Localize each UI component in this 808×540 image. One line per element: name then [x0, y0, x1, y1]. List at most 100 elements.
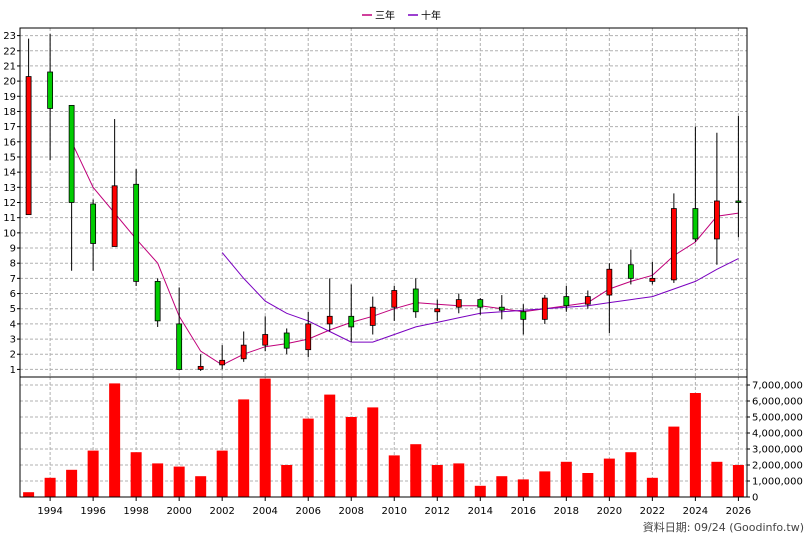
- volume-y-tick-label: 0: [752, 493, 758, 504]
- x-tick-label: 2012: [425, 506, 450, 517]
- volume-bar: [410, 444, 422, 497]
- price-y-tick-label: 18: [3, 107, 16, 118]
- volume-bar: [711, 461, 723, 497]
- candle-body: [240, 344, 247, 360]
- volume-bar: [367, 407, 379, 497]
- x-tick-label: 2014: [468, 506, 493, 517]
- candle-body: [541, 297, 548, 320]
- candle-body: [477, 299, 484, 308]
- price-y-tick-label: 19: [3, 92, 16, 103]
- candle-body: [47, 71, 54, 109]
- candle-body: [176, 323, 183, 370]
- candle: [111, 119, 118, 247]
- x-tick-label: 2016: [511, 506, 536, 517]
- candle: [305, 311, 312, 358]
- candle: [133, 169, 140, 286]
- volume-panel: 0 1,000,000 2,000,000 3,000,000 4,000,000 5,0…: [19, 376, 803, 504]
- price-y-tick-label: 23: [3, 31, 16, 42]
- volume-bar: [44, 477, 56, 497]
- price-y-tick-label: 22: [3, 46, 16, 57]
- candle-body: [520, 311, 527, 320]
- candlesticks: [25, 34, 742, 371]
- volume-bar: [453, 463, 465, 497]
- volume-bar: [560, 461, 572, 497]
- candle-body: [68, 104, 75, 203]
- volume-y-axis: 0 1,000,000 2,000,000 3,000,000 4,000,000 5,0…: [747, 381, 803, 504]
- candle-body: [197, 365, 204, 370]
- candle-body: [90, 203, 97, 244]
- candle-body: [627, 264, 634, 279]
- legend-label-ten-year: 十年: [421, 9, 441, 22]
- candle-body: [348, 315, 355, 328]
- x-tick-label: 2018: [554, 506, 579, 517]
- x-tick-label: 2026: [726, 506, 751, 517]
- volume-bar: [130, 452, 142, 497]
- candle-body: [111, 185, 118, 247]
- price-y-tick-label: 2: [10, 350, 16, 361]
- candle: [606, 263, 613, 333]
- price-y-tick-label: 15: [3, 152, 16, 163]
- legend-label-three-year: 三年: [375, 9, 395, 22]
- price-y-tick-label: 3: [10, 335, 16, 346]
- price-y-tick-label: 7: [10, 274, 16, 285]
- price-y-tick-label: 10: [3, 228, 16, 239]
- volume-bar: [302, 418, 314, 497]
- candle: [713, 132, 720, 265]
- candle: [434, 299, 441, 321]
- price-y-tick-label: 16: [3, 137, 16, 148]
- x-tick-label: 2024: [683, 506, 708, 517]
- candle: [262, 316, 269, 352]
- candle: [176, 287, 183, 370]
- candle: [541, 295, 548, 324]
- x-axis: 1994 1996 1998 2000 2002 2004 2006 2008 2010 2012…: [37, 497, 751, 517]
- volume-bar: [195, 476, 207, 497]
- candle: [283, 328, 290, 355]
- volume-bar: [238, 399, 250, 497]
- volume-bar: [689, 393, 701, 497]
- volume-bar: [668, 426, 680, 497]
- candle: [326, 278, 333, 332]
- volume-bar: [281, 465, 293, 497]
- candle: [692, 126, 699, 242]
- candle: [584, 290, 591, 309]
- price-gridlines: [20, 28, 747, 377]
- x-tick-label: 2006: [295, 506, 320, 517]
- candle: [25, 38, 32, 216]
- price-y-tick-label: 5: [10, 304, 16, 315]
- legend: 三年 十年: [362, 9, 441, 22]
- volume-bar: [431, 465, 443, 497]
- three-year-line: [71, 141, 739, 366]
- price-y-tick-label: 11: [3, 213, 16, 224]
- candle: [154, 278, 161, 327]
- volume-y-tick-label: 6,000,000: [752, 397, 803, 408]
- volume-y-tick-label: 5,000,000: [752, 413, 803, 424]
- candle: [197, 354, 204, 371]
- volume-bar: [539, 471, 551, 497]
- volume-bar: [152, 463, 164, 497]
- volume-y-tick-label: 7,000,000: [752, 381, 803, 392]
- candle: [670, 193, 677, 283]
- volume-bar: [109, 383, 121, 497]
- candle-body: [154, 281, 161, 322]
- volume-bar: [23, 492, 35, 497]
- candle: [219, 345, 226, 370]
- footer-source: 資料日期: 09/24 (Goodinfo.tw): [643, 520, 804, 534]
- price-y-tick-label: 21: [3, 61, 16, 72]
- candle-body: [305, 323, 312, 351]
- x-tick-label: 1994: [37, 506, 62, 517]
- volume-bar: [345, 417, 357, 497]
- candle: [498, 295, 505, 320]
- price-y-tick-label: 17: [3, 122, 16, 133]
- x-tick-label: 2000: [166, 506, 191, 517]
- volume-bar: [474, 485, 486, 497]
- volume-y-tick-label: 2,000,000: [752, 461, 803, 472]
- volume-bar: [259, 378, 271, 497]
- candle-body: [391, 290, 398, 308]
- volume-bar: [517, 479, 529, 497]
- x-tick-label: 1998: [123, 506, 148, 517]
- candle: [369, 296, 376, 335]
- candle-body: [283, 332, 290, 349]
- volume-y-tick-label: 3,000,000: [752, 445, 803, 456]
- volume-y-tick-label: 4,000,000: [752, 429, 803, 440]
- candle-body: [735, 200, 742, 203]
